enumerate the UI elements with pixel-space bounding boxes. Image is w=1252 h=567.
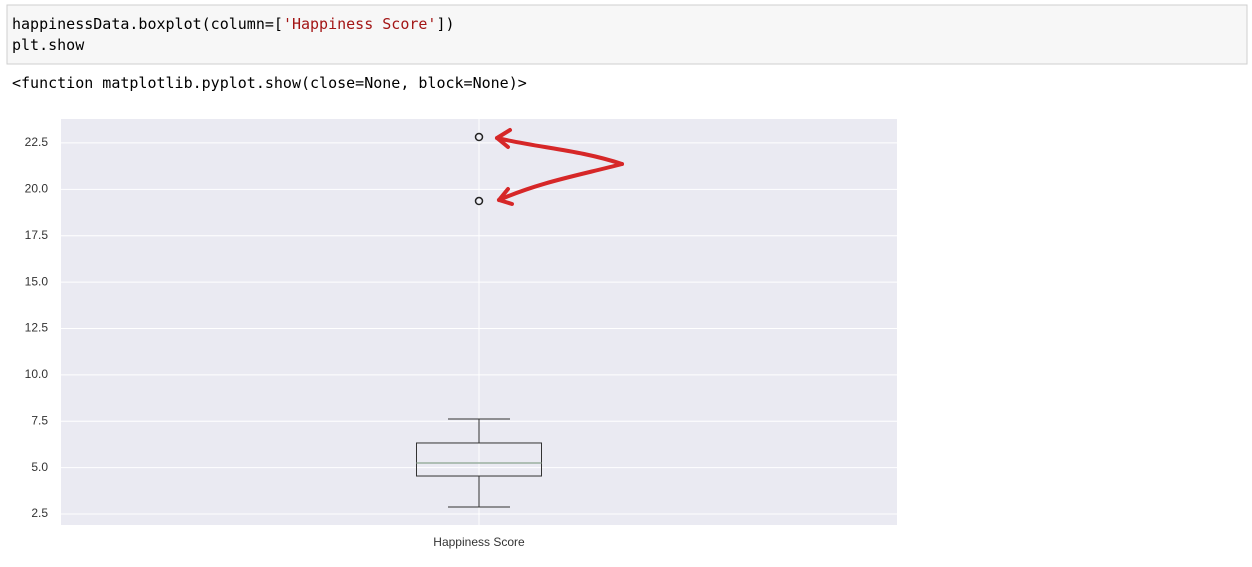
- y-tick-label: 10.0: [25, 367, 49, 381]
- annotation-arrows: [495, 128, 624, 206]
- y-tick-label: 2.5: [31, 506, 48, 520]
- y-tick-label: 5.0: [31, 460, 48, 474]
- code-line: happinessData.boxplot(column=['Happiness…: [12, 15, 455, 33]
- code-text: happinessData.boxplot(column=[: [12, 15, 283, 33]
- y-tick-label: 22.5: [25, 135, 49, 149]
- outlier: [474, 196, 484, 206]
- outlier: [474, 132, 484, 142]
- code-cell[interactable]: [6, 4, 1248, 65]
- output-text: <function matplotlib.pyplot.show(close=N…: [12, 74, 527, 92]
- arrow-head: [495, 128, 512, 149]
- code-text: plt.show: [12, 36, 85, 54]
- y-tick-label: 12.5: [25, 321, 49, 335]
- y-tick-label: 7.5: [31, 413, 48, 427]
- y-tick-label: 15.0: [25, 274, 49, 288]
- arrow: [497, 162, 624, 202]
- x-tick-label: Happiness Score: [433, 535, 525, 549]
- code-line: plt.show: [12, 36, 85, 54]
- y-tick-label: 17.5: [25, 228, 49, 242]
- arrow-head: [497, 187, 514, 206]
- code-string: 'Happiness Score': [283, 15, 437, 33]
- box: [416, 442, 542, 477]
- chart: 2.5 5.0 7.5 10.0 12.5 15.0 17.5 20.0 22.5 Happine…: [25, 119, 897, 549]
- arrow: [495, 136, 624, 166]
- y-tick-label: 20.0: [25, 181, 49, 195]
- code-text: ]): [436, 15, 454, 33]
